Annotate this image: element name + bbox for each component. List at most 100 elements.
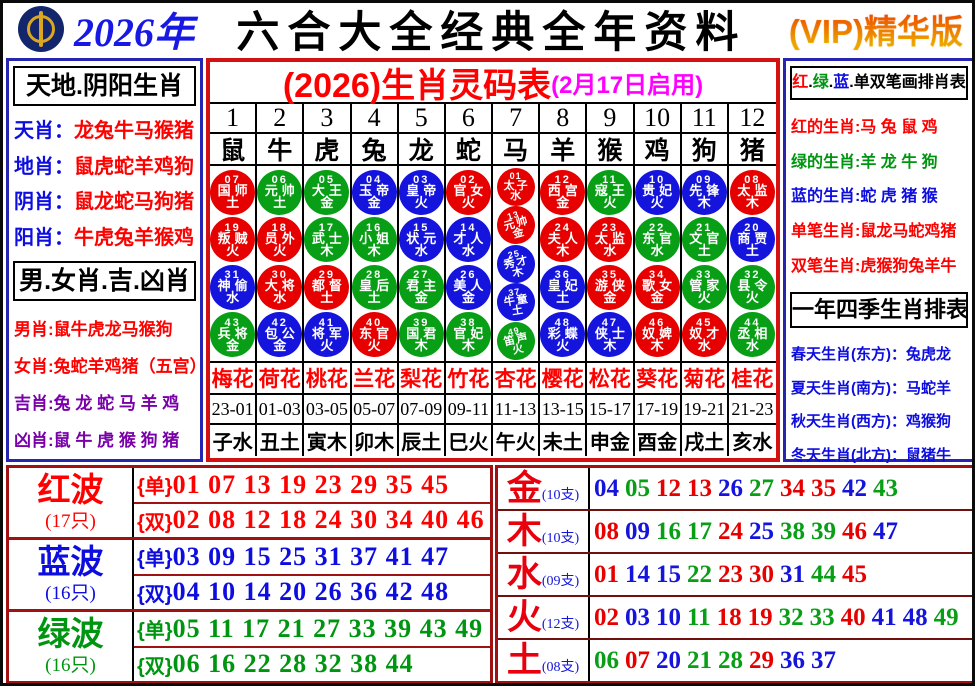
- ball-title: 君主: [406, 278, 441, 294]
- code-ball-stack: 06 元帅土 18 员外火 30 大将水 42 包公金: [257, 166, 303, 363]
- column-number: 4: [351, 104, 397, 134]
- ball-element: 金: [367, 195, 381, 211]
- element-number: 12: [656, 474, 681, 502]
- title-part: .: [828, 74, 834, 91]
- zodiac-category-row-label: 阴肖：: [14, 191, 74, 214]
- code-ball-04: 04 玉帝金: [351, 169, 397, 215]
- hour-range: 01-03: [257, 395, 303, 425]
- zodiac-animal: 狗: [681, 134, 727, 166]
- title-part: .: [849, 74, 854, 91]
- flower-label: 桃花: [304, 363, 350, 395]
- code-ball-46: 46 奴婢木: [634, 312, 680, 358]
- wave-count: (16只): [45, 654, 96, 676]
- hour-range: 23-01: [210, 395, 256, 425]
- ball-title: 皇帝: [406, 183, 441, 199]
- code-ball-38: 38 官妃木: [445, 312, 491, 358]
- code-ball-03: 03 皇帝火: [398, 169, 444, 215]
- zodiac-animal: 兔: [351, 134, 397, 166]
- hour-range: 13-15: [540, 395, 586, 425]
- element-count: (10支): [541, 487, 580, 503]
- element-number: 04: [594, 474, 619, 502]
- ball-title: 太监: [737, 183, 772, 199]
- table-title-row: (2026)生肖灵码表 (2月17日启用): [210, 62, 776, 105]
- wave-rows: {单} 05 11 17 21 27 33 39 43 49 {双} 06 16 22…: [134, 612, 490, 681]
- hour-range: 07-09: [398, 395, 444, 425]
- zodiac-column-马: 7 马 01 太子水 13 元帅金 25 秀才木 37 牛童土 49 笛声火杏花 11-13 午火: [493, 104, 541, 456]
- element-number: 24: [718, 517, 743, 545]
- zodiac-column-猴: 9 猴 11 寇王火 23 太监水 35 游侠金 47 侠士木松花 15-17 申金: [587, 104, 635, 456]
- flower-label: 兰花: [351, 363, 397, 395]
- element-number: 28: [718, 646, 743, 674]
- ball-title: 东官: [359, 325, 394, 341]
- wave-number-table: 红波 (17只) {单} 01 07 13 19 23 29 35 45 {双} 02 0…: [6, 465, 493, 683]
- wave-numbers: 03 09 15 25 31 37 41 47: [172, 541, 450, 571]
- earthly-branch: 申金: [589, 432, 630, 454]
- element-row-水: 水 (09支) 01 14 15 22 23 30 31 44 45: [498, 554, 972, 597]
- wave-numbers: 04 10 14 20 26 36 42 48: [172, 577, 450, 607]
- element-numbers: 01 14 15 22 23 30 31 44 45: [590, 554, 972, 595]
- code-ball-25: 25 秀才木: [493, 240, 539, 287]
- color-stroke-row: 红的生肖:马 兔 鼠 鸡: [786, 113, 972, 137]
- code-ball-37: 37 牛童土: [493, 280, 538, 324]
- ball-element: 土: [510, 304, 524, 318]
- ball-title: 商贾: [737, 230, 772, 246]
- element-count: (12支): [541, 616, 580, 632]
- element-number: 25: [749, 517, 774, 545]
- wave-rows: {单} 03 09 15 25 31 37 41 47 {双} 04 10 14 20…: [134, 540, 490, 609]
- ball-number: 39: [413, 316, 430, 329]
- ball-element: 火: [603, 195, 617, 211]
- four-seasons-list: 春天生肖(东方)：兔虎龙 夏天生肖(南方)：马蛇羊 秋天生肖(西方)：鸡猴狗 冬天生肖…: [786, 330, 972, 478]
- season-row: 秋天生肖(西方)：鸡猴狗: [786, 410, 972, 431]
- ball-title: 叛贼: [217, 230, 252, 246]
- element-number: 36: [780, 646, 805, 674]
- left-section2-title: 男.女肖.吉.凶肖: [13, 261, 196, 301]
- ball-element: 金: [511, 226, 526, 242]
- ball-number: 29: [318, 269, 336, 282]
- zodiac-animal: 牛: [257, 134, 303, 166]
- hour-range: 19-21: [681, 395, 727, 425]
- ball-element: 水: [273, 290, 287, 306]
- zodiac-category-row: 地肖：鼠虎蛇羊鸡狗: [9, 150, 200, 179]
- code-ball-28: 28 皇后土: [351, 264, 397, 310]
- code-ball-14: 14 才人水: [445, 217, 491, 263]
- wave-number-row: {双} 06 16 22 28 32 38 44: [134, 648, 490, 682]
- ball-number: 18: [271, 221, 288, 234]
- column-number: 3: [304, 104, 350, 134]
- flower-label: 梅花: [210, 363, 256, 395]
- flower-label: 梨花: [398, 363, 444, 395]
- ball-title: 皇后: [359, 278, 394, 294]
- wave-label: 蓝波 (16只): [9, 540, 134, 609]
- element-number: 02: [594, 603, 619, 631]
- ball-number: 04: [365, 174, 383, 187]
- zodiac-category-row-value: 鼠 牛 虎 猴 狗 猪: [53, 431, 180, 450]
- element-number: 26: [718, 474, 743, 502]
- code-ball-stack: 03 皇帝火 15 状元水 27 君主金 39 国君木: [398, 166, 444, 363]
- ball-number: 45: [696, 316, 713, 329]
- code-ball-01: 01 太子水: [496, 167, 535, 206]
- ball-number: 47: [601, 316, 619, 329]
- code-ball-23: 23 太监水: [587, 217, 633, 263]
- ball-number: 36: [554, 269, 571, 282]
- table-title: (2026)生肖灵码表: [282, 66, 552, 105]
- element-count: (10支): [541, 530, 580, 546]
- ball-element: 土: [745, 242, 759, 258]
- element-row-土: 土 (08支) 06 07 20 21 28 29 36 37: [498, 640, 972, 681]
- ball-title: 丞相: [737, 325, 772, 341]
- zodiac-column-鼠: 1 鼠 07 国师土 19 叛贼火 31 神偷水 43 兵将金梅花 23-01 子水: [210, 104, 258, 456]
- ball-element: 火: [697, 290, 711, 306]
- hour-range: 03-05: [304, 395, 350, 425]
- element-numbers: 06 07 20 21 28 29 36 37: [590, 640, 972, 681]
- element-number: 19: [747, 603, 773, 631]
- wave-numbers: 01 07 13 19 23 29 35 45: [172, 469, 450, 499]
- zodiac-category-row-label: 阳肖：: [14, 226, 74, 249]
- ball-number: 43: [224, 316, 241, 329]
- zodiac-category-row-value: 兔蛇羊鸡猪（五宫）: [53, 357, 207, 376]
- code-ball-06: 06 元帅土: [257, 169, 303, 215]
- ball-element: 金: [414, 290, 428, 306]
- color-stroke-row: 双笔生肖:虎猴狗兔羊牛: [786, 252, 972, 276]
- wave-number-row: {单} 05 11 17 21 27 33 39 43 49: [134, 612, 490, 648]
- element-number: 39: [811, 517, 836, 545]
- element-number: 13: [687, 474, 712, 502]
- ball-element: 土: [697, 242, 711, 258]
- ball-number: 07: [224, 174, 241, 187]
